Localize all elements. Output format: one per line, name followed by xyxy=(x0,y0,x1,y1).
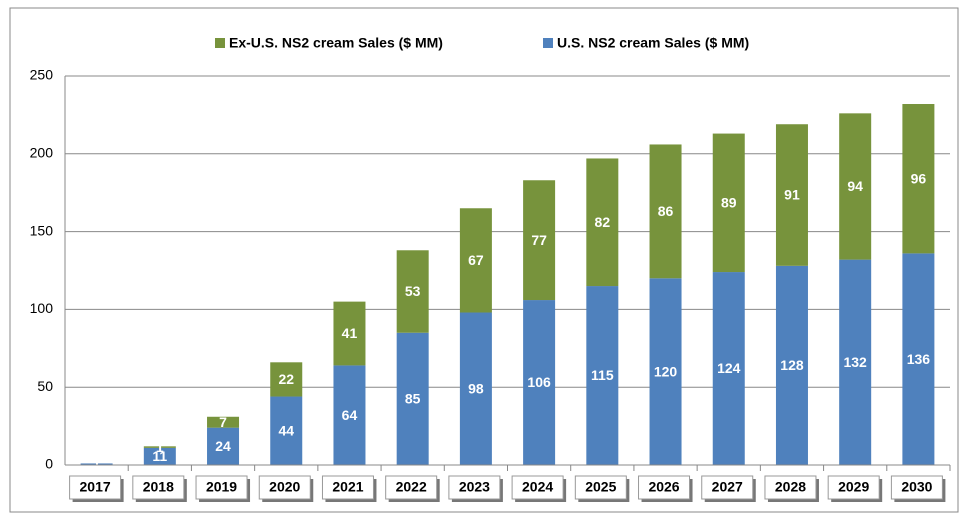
category-box xyxy=(511,475,564,500)
value-label: 120 xyxy=(654,363,678,379)
y-tick-label: 100 xyxy=(30,300,54,316)
bar-segment xyxy=(902,104,935,254)
x-tick-label: 2030 xyxy=(901,479,932,495)
value-label: 24 xyxy=(215,438,231,454)
bar-segment xyxy=(649,144,682,279)
x-tick-label: 2023 xyxy=(459,479,490,495)
value-label: 1 xyxy=(93,456,101,472)
bar-segment xyxy=(396,250,429,333)
bar-segment xyxy=(523,180,556,301)
bar-segment xyxy=(775,124,808,266)
x-tick-label: 2017 xyxy=(80,479,111,495)
value-label: 132 xyxy=(843,354,867,370)
category-box xyxy=(638,475,691,500)
bar-segment xyxy=(902,253,935,465)
value-label: 106 xyxy=(527,374,551,390)
x-tick-label: 2019 xyxy=(206,479,237,495)
bar-segment xyxy=(80,463,113,465)
category-box xyxy=(890,475,943,500)
bar-segment xyxy=(270,362,303,397)
bar-segment xyxy=(523,300,556,465)
value-label: 64 xyxy=(342,407,358,423)
x-tick-label: 2028 xyxy=(775,479,806,495)
value-label: 115 xyxy=(591,367,614,383)
y-tick-label: 150 xyxy=(30,222,54,238)
bar-segment xyxy=(775,265,808,465)
value-label: 89 xyxy=(721,195,737,211)
bar-segment xyxy=(143,447,176,465)
bar-segment xyxy=(839,259,872,465)
value-label: 67 xyxy=(468,252,484,268)
x-tick-label: 2021 xyxy=(332,479,363,495)
bar-segment xyxy=(459,208,492,313)
value-label: 7 xyxy=(219,414,227,430)
bar-segment xyxy=(459,312,492,465)
bar-segment xyxy=(207,427,240,465)
y-tick-label: 0 xyxy=(45,456,53,472)
category-box xyxy=(195,475,248,500)
x-tick-label: 2025 xyxy=(585,479,616,495)
category-box xyxy=(448,475,501,500)
legend-label: U.S. NS2 cream Sales ($ MM) xyxy=(557,35,749,51)
category-box xyxy=(827,475,880,500)
x-tick-label: 2024 xyxy=(522,479,553,495)
bar-segment xyxy=(839,113,872,260)
value-label: 124 xyxy=(717,360,741,376)
value-label: 77 xyxy=(531,232,547,248)
x-tick-label: 2018 xyxy=(143,479,174,495)
value-label: 85 xyxy=(405,391,421,407)
value-label: 82 xyxy=(595,214,611,230)
value-label: 128 xyxy=(780,357,804,373)
bar-segment xyxy=(586,158,619,287)
category-box xyxy=(385,475,438,500)
bar-segment xyxy=(712,272,745,465)
value-label: 53 xyxy=(405,283,421,299)
value-label: 91 xyxy=(784,187,800,203)
category-box xyxy=(321,475,374,500)
x-tick-label: 2027 xyxy=(712,479,743,495)
x-tick-label: 2022 xyxy=(396,479,427,495)
bar-segment xyxy=(649,278,682,465)
bar-segment xyxy=(207,416,240,428)
y-tick-label: 250 xyxy=(30,67,54,83)
bar-segment xyxy=(333,301,366,366)
bar-segment xyxy=(333,365,366,465)
value-label: 94 xyxy=(847,178,863,194)
x-tick-label: 2020 xyxy=(269,479,300,495)
category-box xyxy=(132,475,185,500)
bar-segment xyxy=(270,396,303,465)
value-label: 22 xyxy=(278,371,294,387)
legend-swatch xyxy=(543,38,553,48)
x-tick-label: 2026 xyxy=(648,479,679,495)
value-label: 11 xyxy=(152,448,167,464)
bar-segment xyxy=(396,332,429,465)
category-box xyxy=(258,475,311,500)
value-label: 136 xyxy=(907,351,931,367)
bar-segment xyxy=(143,446,176,448)
value-label: 44 xyxy=(278,422,294,438)
y-tick-label: 200 xyxy=(30,145,54,161)
bar-segment xyxy=(712,133,745,273)
category-box xyxy=(764,475,817,500)
value-label: 41 xyxy=(342,325,358,341)
legend-label: Ex-U.S. NS2 cream Sales ($ MM) xyxy=(229,35,443,51)
category-box xyxy=(701,475,754,500)
legend-swatch xyxy=(215,38,225,48)
x-tick-label: 2029 xyxy=(838,479,869,495)
value-label: 1 xyxy=(156,439,164,455)
category-box xyxy=(69,475,122,500)
value-label: 86 xyxy=(658,203,674,219)
bar-segment xyxy=(586,286,619,465)
value-label: 98 xyxy=(468,380,484,396)
chart-frame xyxy=(9,7,959,513)
category-box xyxy=(574,475,627,500)
y-tick-label: 50 xyxy=(37,378,53,394)
value-label: 96 xyxy=(911,170,927,186)
